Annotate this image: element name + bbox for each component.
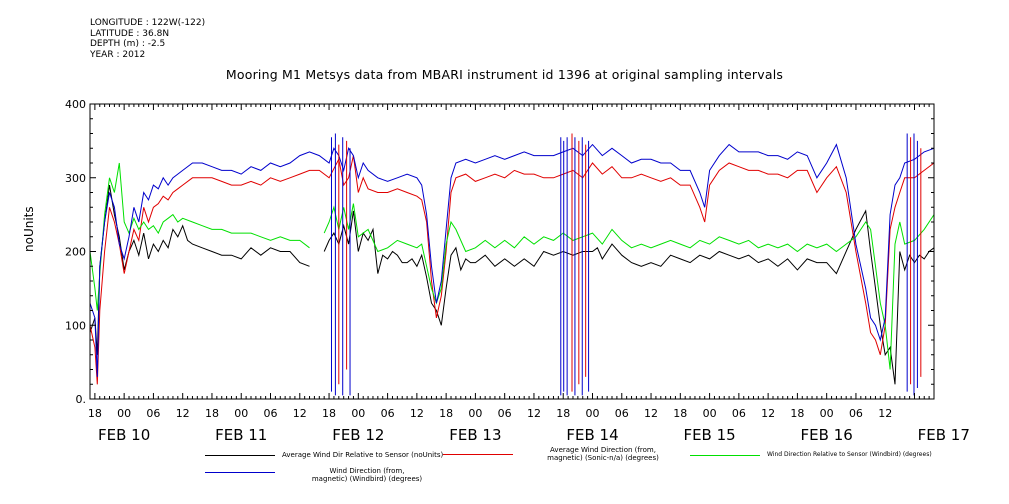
x-hour-label: 00 <box>703 407 717 420</box>
x-hour-label: 12 <box>293 407 307 420</box>
x-date-label: FEB 13 <box>449 426 501 444</box>
series-line-3 <box>89 143 935 377</box>
legend-swatch-green <box>690 455 760 456</box>
x-hour-label: 00 <box>351 407 365 420</box>
year-text: YEAR : 2012 <box>90 49 146 60</box>
plot-frame <box>89 103 935 400</box>
x-hour-label: 00 <box>117 407 131 420</box>
x-date-label: FEB 14 <box>566 426 618 444</box>
y-tick-label: 100 <box>65 319 86 332</box>
x-date-label: FEB 11 <box>215 426 267 444</box>
latitude-text: LATITUDE : 36.8N <box>90 28 170 39</box>
chart-title: Mooring M1 Metsys data from MBARI instru… <box>225 67 784 82</box>
x-hour-label: 06 <box>146 407 160 420</box>
x-hour-label: 06 <box>732 407 746 420</box>
x-hour-label: 18 <box>556 407 570 420</box>
y-tick-label: 400 <box>65 98 86 111</box>
x-hour-label: 12 <box>176 407 190 420</box>
x-date-label: FEB 10 <box>98 426 150 444</box>
y-tick-label: 300 <box>65 172 86 185</box>
x-hour-label: 12 <box>527 407 541 420</box>
x-hour-label: 06 <box>264 407 278 420</box>
x-hour-label: 00 <box>234 407 248 420</box>
series-line-0 <box>89 185 935 385</box>
x-hour-label: 18 <box>88 407 102 420</box>
x-date-label: FEB 16 <box>801 426 853 444</box>
x-hour-label: 00 <box>468 407 482 420</box>
x-hour-label: 00 <box>585 407 599 420</box>
x-hour-label: 06 <box>849 407 863 420</box>
y-tick-label: 0. <box>76 393 87 406</box>
x-hour-label: 18 <box>673 407 687 420</box>
x-hour-label: 06 <box>615 407 629 420</box>
legend-label-red: Average Wind Direction (from, magnetic) … <box>547 446 659 462</box>
x-hour-label: 06 <box>498 407 512 420</box>
depth-text: DEPTH (m) : -2.5 <box>90 39 166 49</box>
legend-swatch-red <box>443 454 513 455</box>
legend-label-blue: Wind Direction (from, magnetic) (Windbir… <box>311 467 423 483</box>
y-tick-label: 200 <box>65 246 86 259</box>
x-hour-label: 06 <box>381 407 395 420</box>
legend-label-black: Average Wind Dir Relative to Sensor (noU… <box>282 451 444 459</box>
x-date-label: FEB 15 <box>683 426 735 444</box>
x-date-label: FEB 12 <box>332 426 384 444</box>
longitude-text: LONGITUDE : 122W(-122) <box>90 18 206 28</box>
legend-swatch-blue <box>205 472 275 473</box>
x-hour-label: 18 <box>205 407 219 420</box>
series-line-1 <box>89 155 935 385</box>
x-hour-label: 18 <box>439 407 453 420</box>
legend-label-green: Wind Direction Relative to Sensor (Windb… <box>767 451 932 458</box>
x-hour-label: 00 <box>820 407 834 420</box>
x-date-label: FEB 17 <box>918 426 970 444</box>
x-hour-label: 12 <box>644 407 658 420</box>
x-hour-label: 12 <box>761 407 775 420</box>
legend-swatch-black <box>205 455 275 456</box>
x-hour-label: 12 <box>878 407 892 420</box>
x-hour-label: 18 <box>790 407 804 420</box>
series-line-2 <box>89 162 935 370</box>
metadata-block: LONGITUDE : 122W(-122) LATITUDE : 36.8N … <box>90 18 205 60</box>
x-hour-label: 18 <box>322 407 336 420</box>
x-hour-label: 12 <box>410 407 424 420</box>
